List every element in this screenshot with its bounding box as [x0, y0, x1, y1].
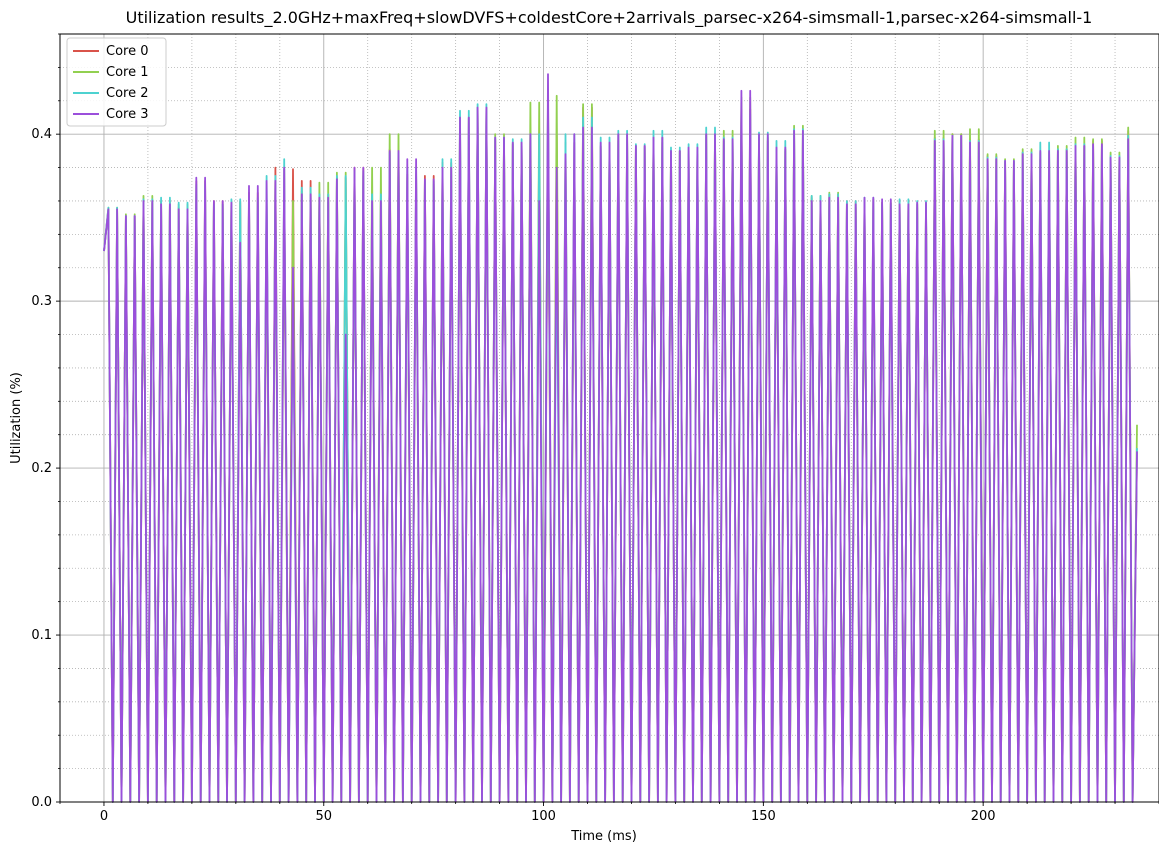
- y-tick-label: 0.0: [31, 795, 52, 810]
- y-tick-label: 0.1: [31, 628, 52, 643]
- x-tick-label: 100: [531, 809, 556, 824]
- legend-label-core-1: Core 1: [106, 65, 149, 80]
- series-line-core-3: [103, 73, 1138, 803]
- x-axis-label: Time (ms): [570, 829, 637, 844]
- plot-frame: [59, 33, 1159, 803]
- legend-label-core-2: Core 2: [106, 86, 149, 101]
- legend-label-core-3: Core 3: [106, 107, 149, 122]
- y-tick-label: 0.2: [31, 461, 52, 476]
- x-tick-label: 150: [751, 809, 776, 824]
- legend-label-core-0: Core 0: [106, 44, 149, 59]
- y-tick-label: 0.3: [31, 294, 52, 309]
- y-axis-label: Utilization (%): [9, 372, 24, 464]
- x-tick-label: 200: [971, 809, 996, 824]
- chart-title: Utilization results_2.0GHz+maxFreq+slowD…: [126, 8, 1093, 28]
- series-layer: [103, 73, 1138, 803]
- x-tick-label: 50: [315, 809, 332, 824]
- legend: Core 0 Core 1 Core 2 Core 3: [66, 37, 167, 127]
- y-tick-label: 0.4: [31, 127, 52, 142]
- legend-box: [66, 37, 167, 127]
- axis-ticks: 0 50 100 150 200 0.0 0.1 0.2 0.3 0.4: [31, 33, 1159, 824]
- x-tick-label: 0: [100, 809, 108, 824]
